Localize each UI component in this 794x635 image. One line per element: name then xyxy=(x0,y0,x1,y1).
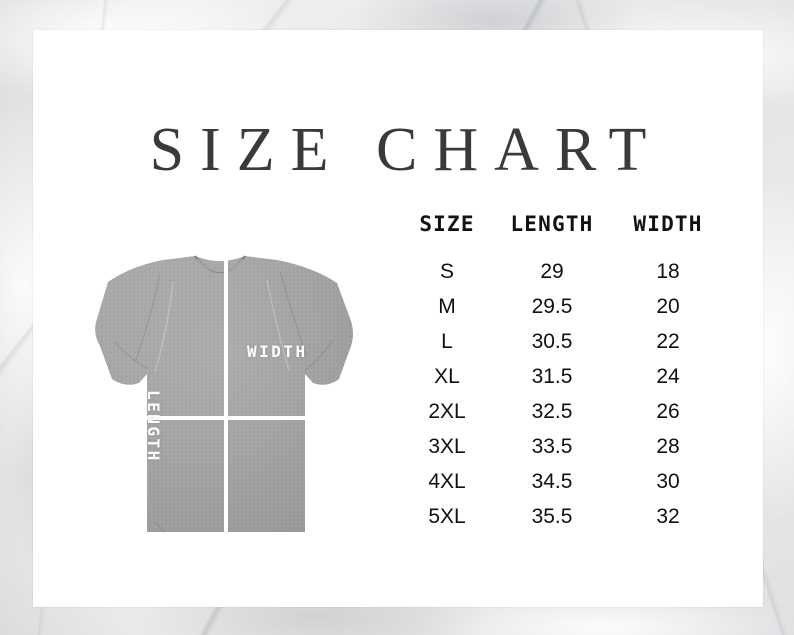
cell-length: 35.5 xyxy=(531,505,573,528)
cell-length: 30.5 xyxy=(531,330,573,353)
table-row: 5XL 35.5 32 xyxy=(403,499,723,534)
cell-length: 29 xyxy=(540,260,564,283)
width-label: WIDTH xyxy=(247,342,308,361)
cell-width: 26 xyxy=(656,400,680,423)
size-table: SIZE LENGTH WIDTH S 29 18 M 29.5 20 L 30.5 22 XL 3… xyxy=(403,212,723,534)
page-title: SIZE CHART xyxy=(149,116,663,184)
cell-length: 33.5 xyxy=(531,435,573,458)
length-label: LENGTH xyxy=(144,390,163,463)
table-header-row: SIZE LENGTH WIDTH xyxy=(403,212,723,254)
table-row: L 30.5 22 xyxy=(403,324,723,359)
cell-length: 34.5 xyxy=(531,470,573,493)
table-row: XL 31.5 24 xyxy=(403,359,723,394)
table-row: 3XL 33.5 28 xyxy=(403,429,723,464)
tshirt-folds xyxy=(114,271,334,532)
cell-size: 2XL xyxy=(428,400,466,423)
cell-size: 5XL xyxy=(428,505,466,528)
cell-width: 20 xyxy=(656,295,680,318)
column-header-width: WIDTH xyxy=(633,212,703,236)
cell-length: 29.5 xyxy=(531,295,573,318)
cell-size: L xyxy=(441,330,453,353)
cell-width: 24 xyxy=(656,365,680,388)
cell-width: 32 xyxy=(656,505,680,528)
cell-length: 32.5 xyxy=(531,400,573,423)
size-table-head: SIZE LENGTH WIDTH xyxy=(403,212,723,254)
table-row: S 29 18 xyxy=(403,254,723,289)
table-row: 4XL 34.5 30 xyxy=(403,464,723,499)
cell-size: 3XL xyxy=(428,435,466,458)
tshirt-svg xyxy=(95,255,358,532)
cell-width: 28 xyxy=(656,435,680,458)
cell-length: 31.5 xyxy=(531,365,573,388)
size-table-element: SIZE LENGTH WIDTH S 29 18 M 29.5 20 L 30.5 22 XL 3… xyxy=(403,212,723,534)
cell-width: 30 xyxy=(656,470,680,493)
cell-size: M xyxy=(438,295,456,318)
column-header-length: LENGTH xyxy=(510,212,594,236)
cell-size: XL xyxy=(434,365,460,388)
cell-size: S xyxy=(439,260,454,283)
size-table-body: S 29 18 M 29.5 20 L 30.5 22 XL 31.5 24 2XL 32.5 26 3XL 3… xyxy=(403,254,723,534)
table-row: M 29.5 20 xyxy=(403,289,723,324)
cell-width: 18 xyxy=(656,260,680,283)
column-header-size: SIZE xyxy=(419,212,475,236)
tshirt-illustration: WIDTH LENGTH xyxy=(55,222,385,532)
size-chart-card: SIZE CHART xyxy=(33,30,763,607)
cell-width: 22 xyxy=(656,330,680,353)
cell-size: 4XL xyxy=(428,470,466,493)
table-row: 2XL 32.5 26 xyxy=(403,394,723,429)
tshirt-collar-highlight xyxy=(196,258,244,273)
tshirt-highlights xyxy=(154,279,290,373)
